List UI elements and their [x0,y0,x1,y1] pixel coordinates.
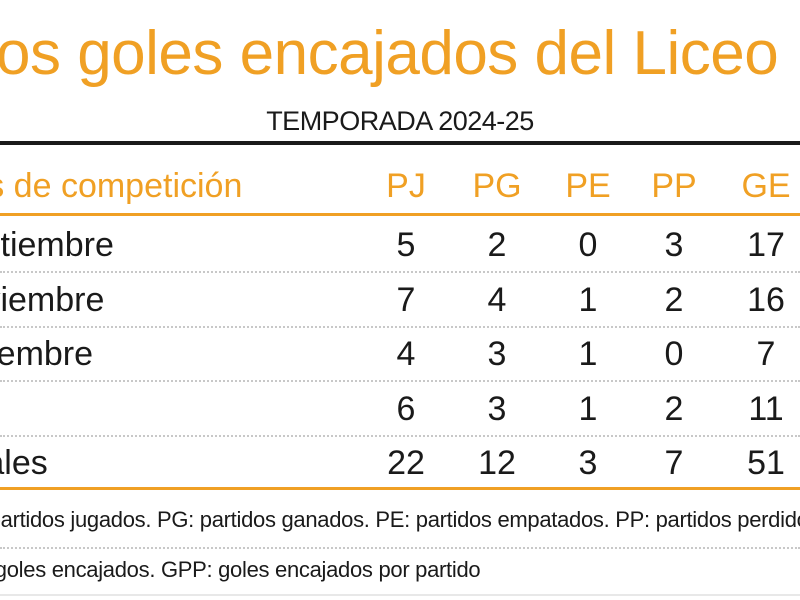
row-pg: 2 [487,226,507,264]
row-pj: 6 [396,390,416,428]
note-divider [0,547,800,549]
row-pg: 4 [487,281,507,319]
row-pj: 5 [396,226,416,264]
table-row: 6 3 1 2 11 [0,383,800,435]
header-pg: PG [472,167,522,205]
row-pj: 7 [396,281,416,319]
legend-note-2: GE: goles encajados. GPP: goles encajado… [0,557,481,582]
header-pj: PJ [386,167,426,205]
table-row: Noviembre 7 4 1 2 16 [0,274,800,326]
header-pe: PE [565,167,611,205]
header-ge: GE [741,167,791,205]
row-pj: 4 [396,335,416,373]
row-ge: 51 [747,444,785,482]
row-label: Septiembre [0,226,114,264]
header-divider [0,213,800,216]
row-label: Noviembre [0,281,105,319]
row-pp: 2 [664,390,684,428]
header-label: Mes de competición [0,167,243,205]
page-subtitle: TEMPORADA 2024-25 [266,106,534,136]
row-label: Totales [0,444,48,482]
row-divider [0,380,800,382]
header-pp: PP [651,167,697,205]
table-header: Mes de competición PJ PG PE PP GE [0,160,800,212]
row-pe: 1 [578,335,598,373]
title-divider [0,141,800,145]
row-pe: 0 [578,226,598,264]
row-divider [0,271,800,273]
row-pp: 0 [664,335,684,373]
row-pp: 3 [664,226,684,264]
row-pg: 3 [487,390,507,428]
row-ge: 7 [756,335,776,373]
row-label: Diciembre [0,335,94,373]
row-pe: 1 [578,281,598,319]
row-pe: 1 [578,390,598,428]
row-divider [0,326,800,328]
row-pj: 22 [387,444,425,482]
row-ge: 11 [748,390,784,428]
page-title: Los goles encajados del Liceo [0,19,779,88]
row-divider [0,435,800,437]
row-pe: 3 [578,444,598,482]
legend-note-1: PJ: partidos jugados. PG: partidos ganad… [0,507,800,532]
row-ge: 16 [747,281,785,319]
row-pp: 2 [664,281,684,319]
table-bottom-divider [0,487,800,490]
table-row: Diciembre 4 3 1 0 7 [0,328,800,380]
table-row-total: Totales 22 12 3 7 51 [0,437,800,489]
row-ge: 17 [747,226,785,264]
row-pp: 7 [664,444,684,482]
row-pg: 3 [487,335,507,373]
row-pg: 12 [478,444,516,482]
table-row: Septiembre 5 2 0 3 17 [0,219,800,271]
bottom-divider [0,594,800,596]
